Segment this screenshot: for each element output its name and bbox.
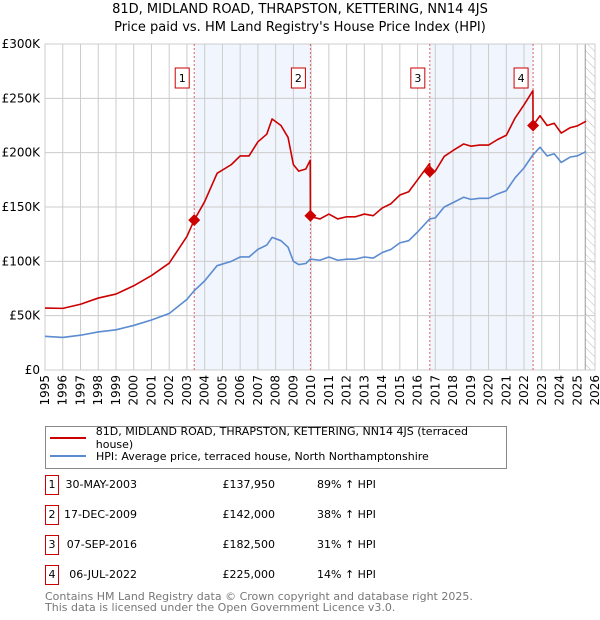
x-tick-label: 1998 bbox=[91, 375, 105, 406]
transaction-hpi: 89% ↑ HPI bbox=[317, 478, 376, 491]
x-tick-label: 2021 bbox=[499, 375, 513, 406]
transaction-hpi: 38% ↑ HPI bbox=[317, 508, 376, 521]
x-tick-label: 2006 bbox=[233, 375, 247, 406]
footer-copyright: Contains HM Land Registry data © Crown c… bbox=[45, 590, 473, 603]
chart-subtitle: Price paid vs. HM Land Registry's House … bbox=[114, 20, 486, 35]
sale-point bbox=[423, 165, 436, 178]
x-tick-label: 2008 bbox=[269, 375, 283, 406]
x-tick-label: 2010 bbox=[304, 375, 318, 406]
x-tick-label: 2017 bbox=[428, 375, 442, 406]
x-tick-label: 2000 bbox=[127, 375, 141, 406]
x-tick-label: 2016 bbox=[411, 375, 425, 406]
sale-label: 4 bbox=[518, 72, 525, 85]
legend-item-property: 81D, MIDLAND ROAD, THRAPSTON, KETTERING,… bbox=[50, 425, 506, 451]
transaction-hpi: 31% ↑ HPI bbox=[317, 538, 376, 551]
y-tick-label: £0 bbox=[25, 363, 40, 377]
legend-swatch-blue bbox=[50, 455, 86, 457]
transaction-date: 07-SEP-2016 bbox=[66, 538, 137, 551]
transaction-number: 1 bbox=[45, 475, 59, 495]
x-tick-label: 2015 bbox=[393, 375, 407, 406]
sale-label-box bbox=[513, 67, 529, 89]
price-chart: 1995 1996 1997 1998 1999 2000 2001 2002 2003 2004… bbox=[2, 37, 600, 406]
x-tick-label: 2025 bbox=[570, 375, 584, 406]
x-tick-label: 2007 bbox=[251, 375, 265, 406]
transaction-number: 3 bbox=[45, 535, 59, 555]
y-tick-label: £150K bbox=[2, 200, 42, 214]
legend-item-hpi: HPI: Average price, terraced house, Nort… bbox=[50, 448, 429, 464]
transaction-date: 17-DEC-2009 bbox=[63, 508, 137, 521]
property-series-line bbox=[44, 89, 587, 310]
legend-label: HPI: Average price, terraced house, Nort… bbox=[96, 449, 429, 463]
x-tick-label: 2011 bbox=[322, 375, 336, 406]
x-tick-label: 2019 bbox=[464, 375, 478, 406]
x-tick-label: 1999 bbox=[109, 375, 123, 406]
y-tick-label: £250K bbox=[2, 91, 42, 105]
x-tick-label: 2004 bbox=[198, 375, 212, 406]
transaction-number: 4 bbox=[45, 565, 59, 585]
sale-label-box bbox=[290, 67, 306, 89]
transaction-price: £225,000 bbox=[222, 568, 276, 581]
legend-swatch-red bbox=[50, 437, 86, 439]
x-tick-label: 2005 bbox=[215, 375, 229, 406]
x-tick-label: 2023 bbox=[535, 375, 549, 406]
transaction-price: £142,000 bbox=[222, 508, 276, 521]
x-tick-label: 1997 bbox=[73, 375, 87, 406]
chart-title: 81D, MIDLAND ROAD, THRAPSTON, KETTERING,… bbox=[112, 2, 488, 17]
transaction-number: 2 bbox=[45, 505, 59, 525]
x-tick-label: 2014 bbox=[375, 375, 389, 406]
sale-label-box bbox=[410, 67, 426, 89]
plot-frame bbox=[44, 43, 596, 371]
y-tick-label: £100K bbox=[2, 254, 42, 268]
sale-label: 3 bbox=[414, 72, 421, 85]
transaction-hpi: 14% ↑ HPI bbox=[317, 568, 376, 581]
footer-licence: This data is licensed under the Open Gov… bbox=[45, 601, 396, 614]
transaction-date: 06-JUL-2022 bbox=[69, 568, 137, 581]
chart-legend: 81D, MIDLAND ROAD, THRAPSTON, KETTERING,… bbox=[45, 425, 507, 469]
sale-point bbox=[304, 209, 317, 222]
x-tick-label: 2020 bbox=[482, 375, 496, 406]
hpi-series-line bbox=[44, 146, 587, 339]
transaction-date: 30-MAY-2003 bbox=[65, 478, 137, 491]
x-tick-label: 1996 bbox=[56, 375, 70, 406]
x-tick-label: 2009 bbox=[286, 375, 300, 406]
sale-label: 1 bbox=[179, 72, 186, 85]
sale-label: 2 bbox=[295, 72, 302, 85]
x-tick-label: 2003 bbox=[180, 375, 194, 406]
x-tick-label: 2024 bbox=[553, 375, 567, 406]
x-tick-label: 2012 bbox=[340, 375, 354, 406]
y-tick-label: £300K bbox=[2, 37, 42, 51]
x-tick-label: 2022 bbox=[517, 375, 531, 406]
sale-label-box bbox=[174, 67, 190, 89]
x-tick-label: 1995 bbox=[38, 375, 52, 406]
y-tick-label: £50K bbox=[9, 309, 41, 323]
x-tick-label: 2018 bbox=[446, 375, 460, 406]
x-tick-label: 2001 bbox=[144, 375, 158, 406]
x-tick-label: 2002 bbox=[162, 375, 176, 406]
legend-label: 81D, MIDLAND ROAD, THRAPSTON, KETTERING,… bbox=[95, 425, 468, 451]
transaction-price: £182,500 bbox=[222, 538, 276, 551]
y-tick-label: £200K bbox=[2, 146, 42, 160]
x-tick-label: 2013 bbox=[357, 375, 371, 406]
sale-point bbox=[188, 214, 201, 227]
x-tick-label: 2026 bbox=[588, 375, 600, 406]
sale-point bbox=[527, 119, 540, 132]
transaction-price: £137,950 bbox=[222, 478, 276, 491]
